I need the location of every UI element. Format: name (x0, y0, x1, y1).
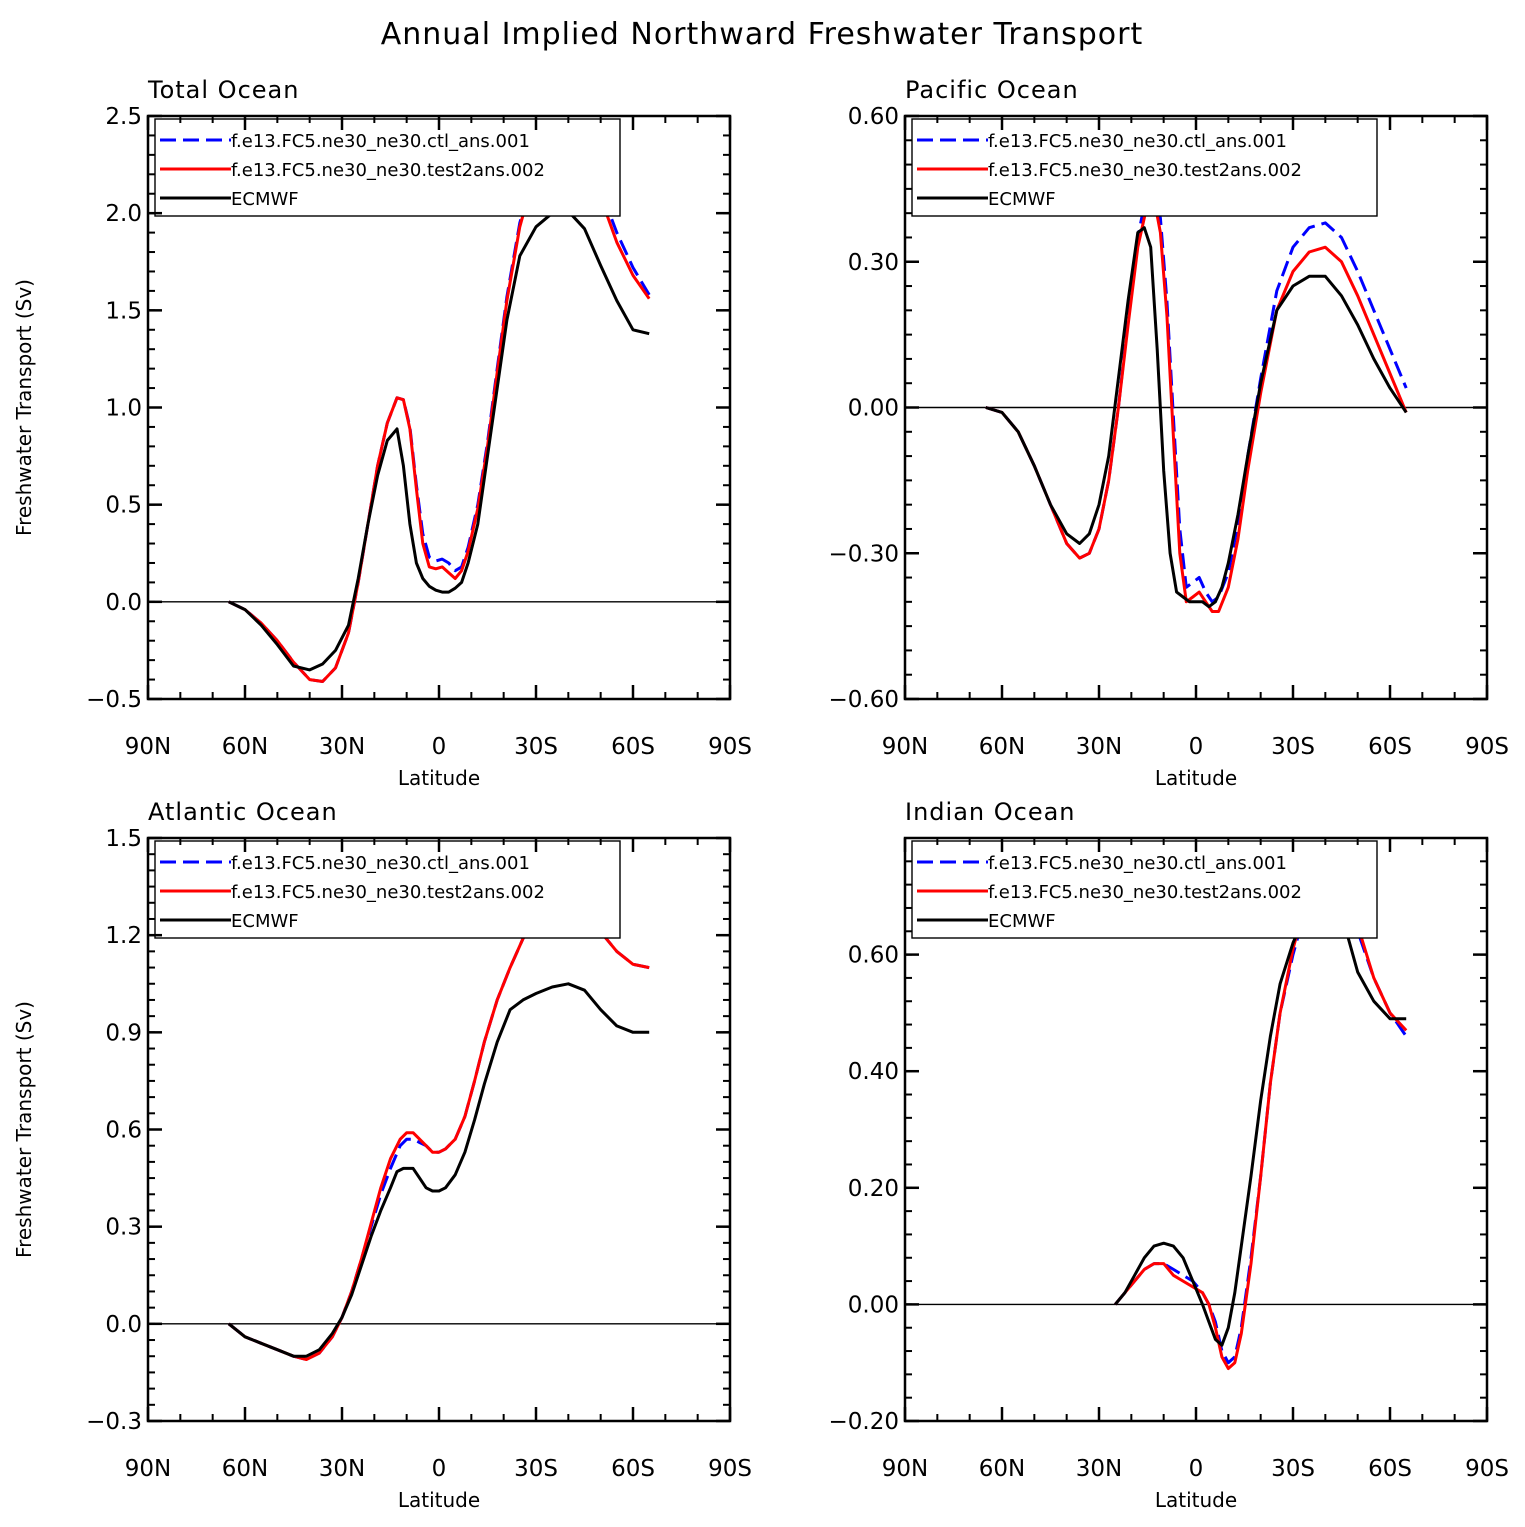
indian-ocean-xtick-label: 90N (882, 1456, 928, 1482)
indian-ocean-xtick-label: 90S (1465, 1456, 1509, 1482)
indian-ocean-ytick-label: 0.20 (848, 1176, 899, 1202)
total-ocean-legend-label-f-e13-fc5-ne30-ne30-test2ans-002: f.e13.FC5.ne30_ne30.test2ans.002 (231, 160, 545, 181)
atlantic-ocean-xtick-label: 90S (708, 1456, 752, 1482)
pacific-ocean-xtick-label: 60S (1368, 734, 1412, 760)
total-ocean-ytick-label: 2.0 (105, 201, 142, 227)
indian-ocean-legend-box (911, 840, 1378, 939)
atlantic-ocean-legend-box (154, 840, 621, 939)
pacific-ocean-ytick-label: −0.60 (829, 687, 899, 713)
atlantic-ocean-legend: f.e13.FC5.ne30_ne30.ctl_ans.001 f.e13.FC5… (154, 840, 621, 939)
total-ocean-legend: f.e13.FC5.ne30_ne30.ctl_ans.001 f.e13.FC5… (154, 118, 621, 217)
atlantic-ocean-ytick-label: 0.6 (105, 1118, 142, 1144)
pacific-ocean-title: Pacific Ocean (905, 76, 1079, 104)
pacific-ocean-xlabel: Latitude (1155, 766, 1237, 790)
total-ocean-series-f-e13-fc5-ne30-ne30-test2ans-002 (228, 133, 651, 683)
pacific-ocean-ytick-label: 0.00 (848, 396, 899, 422)
indian-ocean-xtick-label: 60N (979, 1456, 1025, 1482)
atlantic-ocean-xtick-label: 60N (222, 1456, 268, 1482)
pacific-ocean-legend-label-f-e13-fc5-ne30-ne30-ctl-ans-001: f.e13.FC5.ne30_ne30.ctl_ans.001 (988, 131, 1287, 152)
atlantic-ocean-xtick-label: 30N (319, 1456, 365, 1482)
pacific-ocean-xtick-label: 90S (1465, 734, 1509, 760)
pacific-ocean-xtick-label: 30N (1076, 734, 1122, 760)
pacific-ocean-xtick-label: 90N (882, 734, 928, 760)
atlantic-ocean-ytick-label: 1.5 (105, 826, 142, 852)
indian-ocean-ytick-label: 0.60 (848, 943, 899, 969)
atlantic-ocean-xtick-label: 30S (514, 1456, 558, 1482)
indian-ocean-legend-label-f-e13-fc5-ne30-ne30-ctl-ans-001: f.e13.FC5.ne30_ne30.ctl_ans.001 (988, 853, 1287, 874)
total-ocean-legend-label-f-e13-fc5-ne30-ne30-ctl-ans-001: f.e13.FC5.ne30_ne30.ctl_ans.001 (231, 131, 530, 152)
total-ocean-xtick-label: 30S (514, 734, 558, 760)
panel-atlantic-ocean: f.e13.FC5.ne30_ne30.ctl_ans.001 f.e13.FC5… (12, 798, 752, 1512)
atlantic-ocean-ytick-label: 0.9 (105, 1020, 142, 1046)
atlantic-ocean-series-f-e13-fc5-ne30-ne30-ctl-ans-001 (227, 898, 650, 1361)
atlantic-ocean-xtick-label: 60S (611, 1456, 655, 1482)
total-ocean-series-ecmwf (228, 209, 650, 672)
atlantic-ocean-xtick-label: 90N (125, 1456, 171, 1482)
atlantic-ocean-series-ecmwf (227, 982, 650, 1358)
pacific-ocean-legend: f.e13.FC5.ne30_ne30.ctl_ans.001 f.e13.FC5… (911, 118, 1378, 217)
figure-title: Annual Implied Northward Freshwater Tran… (381, 17, 1143, 52)
pacific-ocean-ytick-label: 0.60 (848, 104, 899, 130)
indian-ocean-ytick-label: −0.20 (829, 1409, 899, 1435)
pacific-ocean-legend-box (911, 118, 1378, 217)
total-ocean-ytick-label: 1.5 (105, 298, 142, 324)
indian-ocean-legend-label-ecmwf: ECMWF (988, 911, 1056, 932)
total-ocean-ytick-label: 2.5 (105, 104, 142, 130)
pacific-ocean-ytick-label: −0.30 (829, 541, 899, 567)
atlantic-ocean-legend-label-f-e13-fc5-ne30-ne30-test2ans-002: f.e13.FC5.ne30_ne30.test2ans.002 (231, 882, 545, 903)
total-ocean-xtick-label: 90S (708, 734, 752, 760)
atlantic-ocean-series-f-e13-fc5-ne30-ne30-test2ans-002 (227, 894, 650, 1361)
panel-indian-ocean: f.e13.FC5.ne30_ne30.ctl_ans.001 f.e13.FC5… (829, 798, 1509, 1512)
total-ocean-ylabel: Freshwater Transport (Sv) (12, 279, 36, 536)
indian-ocean-xtick-label: 0 (1189, 1456, 1204, 1482)
total-ocean-xlabel: Latitude (398, 766, 480, 790)
total-ocean-title: Total Ocean (147, 76, 299, 104)
pacific-ocean-series-f-e13-fc5-ne30-ne30-test2ans-002 (985, 197, 1408, 613)
atlantic-ocean-legend-label-f-e13-fc5-ne30-ne30-ctl-ans-001: f.e13.FC5.ne30_ne30.ctl_ans.001 (231, 853, 530, 874)
total-ocean-xtick-label: 60S (611, 734, 655, 760)
indian-ocean-series-ecmwf (1114, 894, 1407, 1347)
total-ocean-ytick-label: 1.0 (105, 396, 142, 422)
indian-ocean-ytick-label: 0.00 (848, 1292, 899, 1318)
atlantic-ocean-ytick-label: 1.2 (105, 923, 142, 949)
total-ocean-legend-label-ecmwf: ECMWF (231, 189, 299, 210)
indian-ocean-title: Indian Ocean (905, 798, 1076, 826)
total-ocean-ytick-label: 0.5 (105, 493, 142, 519)
atlantic-ocean-ytick-label: 0.0 (105, 1312, 142, 1338)
panel-pacific-ocean: f.e13.FC5.ne30_ne30.ctl_ans.001 f.e13.FC5… (829, 76, 1509, 790)
pacific-ocean-ytick-label: 0.30 (848, 250, 899, 276)
total-ocean-legend-box (154, 118, 621, 217)
pacific-ocean-xtick-label: 30S (1271, 734, 1315, 760)
indian-ocean-legend: f.e13.FC5.ne30_ne30.ctl_ans.001 f.e13.FC5… (911, 840, 1378, 939)
atlantic-ocean-xtick-label: 0 (432, 1456, 447, 1482)
pacific-ocean-legend-label-f-e13-fc5-ne30-ne30-test2ans-002: f.e13.FC5.ne30_ne30.test2ans.002 (988, 160, 1302, 181)
atlantic-ocean-legend-label-ecmwf: ECMWF (231, 911, 299, 932)
total-ocean-xtick-label: 60N (222, 734, 268, 760)
total-ocean-ytick-label: 0.0 (105, 590, 142, 616)
total-ocean-xtick-label: 90N (125, 734, 171, 760)
total-ocean-xtick-label: 30N (319, 734, 365, 760)
pacific-ocean-series-ecmwf (985, 226, 1408, 609)
total-ocean-xtick-label: 0 (432, 734, 447, 760)
indian-ocean-xtick-label: 30S (1271, 1456, 1315, 1482)
indian-ocean-xtick-label: 30N (1076, 1456, 1122, 1482)
indian-ocean-xlabel: Latitude (1155, 1488, 1237, 1512)
pacific-ocean-series-f-e13-fc5-ne30-ne30-ctl-ans-001 (985, 182, 1408, 604)
atlantic-ocean-ytick-label: 0.3 (105, 1215, 142, 1241)
indian-ocean-xtick-label: 60S (1368, 1456, 1412, 1482)
atlantic-ocean-title: Atlantic Ocean (148, 798, 338, 826)
indian-ocean-legend-label-f-e13-fc5-ne30-ne30-test2ans-002: f.e13.FC5.ne30_ne30.test2ans.002 (988, 882, 1302, 903)
atlantic-ocean-ylabel: Freshwater Transport (Sv) (12, 1001, 36, 1258)
atlantic-ocean-xlabel: Latitude (398, 1488, 480, 1512)
pacific-ocean-legend-label-ecmwf: ECMWF (988, 189, 1056, 210)
pacific-ocean-xtick-label: 0 (1189, 734, 1204, 760)
atlantic-ocean-ytick-label: −0.3 (86, 1409, 142, 1435)
indian-ocean-ytick-label: 0.40 (848, 1059, 899, 1085)
pacific-ocean-xtick-label: 60N (979, 734, 1025, 760)
total-ocean-ytick-label: −0.5 (86, 687, 142, 713)
panel-total-ocean: f.e13.FC5.ne30_ne30.ctl_ans.001 f.e13.FC5… (12, 76, 752, 790)
